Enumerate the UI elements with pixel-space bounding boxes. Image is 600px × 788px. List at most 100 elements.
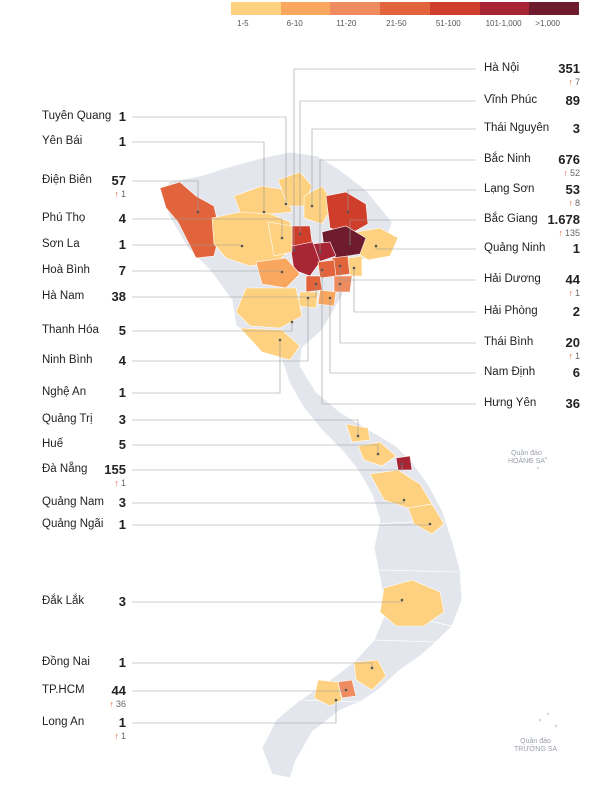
province-label: Quảng Nam 3 bbox=[42, 495, 126, 516]
leader-line bbox=[132, 141, 265, 212]
province-name: Hải Dương bbox=[484, 273, 541, 285]
case-count: 20 bbox=[565, 335, 580, 350]
leader-line bbox=[293, 68, 476, 250]
leader-dot bbox=[310, 204, 314, 208]
leader-line bbox=[319, 159, 476, 252]
hai-phong-region bbox=[347, 255, 363, 277]
case-count: 5 bbox=[118, 323, 126, 338]
da-nang-region bbox=[395, 455, 413, 471]
leader-dot bbox=[280, 270, 284, 274]
leader-dot bbox=[298, 232, 302, 236]
up-arrow-icon: ↑ bbox=[114, 189, 119, 199]
legend-swatch bbox=[231, 2, 281, 15]
leader-line bbox=[311, 128, 476, 206]
new-cases-value: 1 bbox=[120, 478, 126, 488]
case-count: 4 bbox=[118, 211, 126, 226]
province-name: Sơn La bbox=[42, 238, 80, 250]
province-name: Hà Nam bbox=[42, 290, 85, 302]
province-name: Quảng Ninh bbox=[484, 242, 546, 254]
province-name: Lạng Sơn bbox=[484, 183, 535, 195]
province-name: Vĩnh Phúc bbox=[484, 94, 538, 106]
color-legend: 1-5 6-10 11-20 21-50 51-100 101-1,000 >1,000 bbox=[231, 2, 579, 34]
leader-dot bbox=[196, 210, 200, 214]
leader-line bbox=[132, 218, 283, 238]
leader-line bbox=[132, 700, 337, 724]
province-label: Hà Nội 351 ↑ 7 bbox=[484, 61, 580, 87]
province-name: Hoà Bình bbox=[42, 264, 90, 276]
quang-ngai-region bbox=[407, 503, 445, 535]
leader-dot bbox=[292, 248, 296, 252]
province-label: TP.HCM 44 ↑ 36 bbox=[42, 683, 126, 709]
leader-dot bbox=[240, 244, 244, 248]
leader-dot bbox=[348, 242, 352, 246]
nghe-an-region bbox=[239, 327, 301, 361]
leader-line bbox=[321, 270, 476, 405]
province-name: Quảng Trị bbox=[42, 413, 93, 425]
new-cases-value: 1 bbox=[574, 288, 580, 298]
dak-lak-region bbox=[379, 579, 445, 627]
leader-line bbox=[347, 189, 476, 212]
leader-dot bbox=[290, 320, 294, 324]
legend-swatch bbox=[529, 2, 579, 15]
new-cases-value: 1 bbox=[120, 189, 126, 199]
leader-line bbox=[132, 419, 359, 436]
leader-dot bbox=[314, 282, 318, 286]
case-count: 3 bbox=[118, 594, 126, 609]
province-name: Hà Nội bbox=[484, 62, 520, 74]
province-label: Ninh Bình 4 bbox=[42, 353, 126, 374]
case-count: 1.678 bbox=[547, 212, 580, 227]
province-label: Huế 5 bbox=[42, 437, 126, 458]
leader-line bbox=[132, 662, 373, 668]
nam-dinh-region bbox=[317, 289, 337, 307]
leader-dot bbox=[334, 698, 338, 702]
island-label-truong-sa: Quần đảo TRƯỜNG SA bbox=[514, 738, 558, 753]
province-label: Nam Định 6 bbox=[484, 365, 580, 386]
province-label: Thái Nguyên 3 bbox=[484, 121, 580, 142]
province-name: Hưng Yên bbox=[484, 397, 537, 409]
province-label: Hưng Yên 36 bbox=[484, 396, 580, 417]
new-cases-value: 52 bbox=[569, 168, 580, 178]
leader-dot bbox=[428, 522, 432, 526]
legend-swatch bbox=[330, 2, 381, 15]
leader-dot bbox=[376, 452, 380, 456]
case-count: 1 bbox=[118, 134, 126, 149]
province-label: Điện Biên 57 ↑ 1 bbox=[42, 173, 126, 199]
leader-dot bbox=[370, 666, 374, 670]
lang-son-region bbox=[325, 191, 369, 235]
hung-yen-region bbox=[317, 259, 337, 279]
new-cases-value: 135 bbox=[564, 228, 580, 238]
province-label: Sơn La 1 bbox=[42, 237, 126, 258]
leader-dot bbox=[284, 202, 288, 206]
new-cases: ↑ 1 bbox=[568, 288, 580, 298]
case-count: 1 bbox=[572, 241, 580, 256]
province-name: Bắc Giang bbox=[484, 213, 538, 225]
leader-lines bbox=[132, 68, 476, 724]
province-name: Đà Nẵng bbox=[42, 463, 88, 475]
hoa-binh-region bbox=[255, 257, 301, 289]
case-count: 3 bbox=[118, 412, 126, 427]
up-arrow-icon: ↑ bbox=[114, 478, 119, 488]
province-name: Bắc Ninh bbox=[484, 153, 531, 165]
province-label: Thanh Hóa 5 bbox=[42, 323, 126, 344]
new-cases: ↑ 52 bbox=[563, 168, 580, 178]
province-name: Đắk Lắk bbox=[42, 595, 85, 607]
province-label: Đồng Nai 1 bbox=[42, 655, 126, 676]
case-count: 1 bbox=[118, 655, 126, 670]
case-count: 1 bbox=[118, 517, 126, 532]
dong-nai-region bbox=[353, 659, 387, 691]
legend-swatch bbox=[280, 2, 331, 15]
province-name: Long An bbox=[42, 716, 85, 728]
leader-dot bbox=[278, 338, 282, 342]
leader-dot bbox=[320, 268, 324, 272]
leader-line bbox=[299, 100, 476, 234]
new-cases-value: 1 bbox=[574, 351, 580, 361]
new-cases: ↑ 1 bbox=[568, 351, 580, 361]
case-count: 7 bbox=[118, 263, 126, 278]
leader-dot bbox=[306, 296, 310, 300]
leader-dot bbox=[338, 264, 342, 268]
province-label: Hoà Bình 7 bbox=[42, 263, 126, 284]
thanh-hoa-region bbox=[235, 287, 303, 329]
legend-label: 1-5 bbox=[237, 19, 249, 28]
new-cases: ↑ 1 bbox=[114, 189, 126, 199]
